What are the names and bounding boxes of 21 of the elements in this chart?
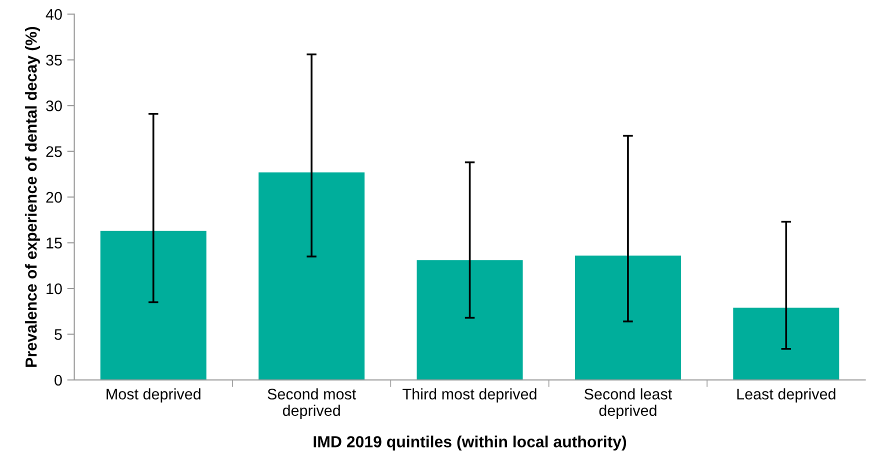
y-tick-label: 10 <box>46 283 62 294</box>
bar <box>416 260 523 380</box>
y-axis-title: Prevalence of experience of dental decay (%) <box>25 26 40 367</box>
x-tick-label: Second most deprived <box>268 388 356 419</box>
bar <box>574 256 681 380</box>
y-tick-label: 35 <box>46 54 62 66</box>
bar <box>100 230 206 380</box>
y-tick-label: 40 <box>46 9 62 20</box>
bar <box>733 308 840 380</box>
y-tick-label: 0 <box>54 374 62 386</box>
x-tick-label: Third most deprived <box>402 388 536 403</box>
x-tick-label: Most deprived <box>106 388 200 403</box>
y-tick-label: 20 <box>46 192 62 203</box>
bar <box>258 172 365 380</box>
y-tick-label: 15 <box>46 238 62 248</box>
x-axis-title: IMD 2019 quintiles (within local authority) <box>314 436 626 451</box>
x-tick-label: Second least deprived <box>584 388 672 419</box>
y-tick-label: 25 <box>46 146 62 158</box>
y-tick-label: 30 <box>46 100 62 112</box>
y-tick-label: 5 <box>54 329 62 340</box>
x-tick-label: Least deprived <box>737 388 836 403</box>
